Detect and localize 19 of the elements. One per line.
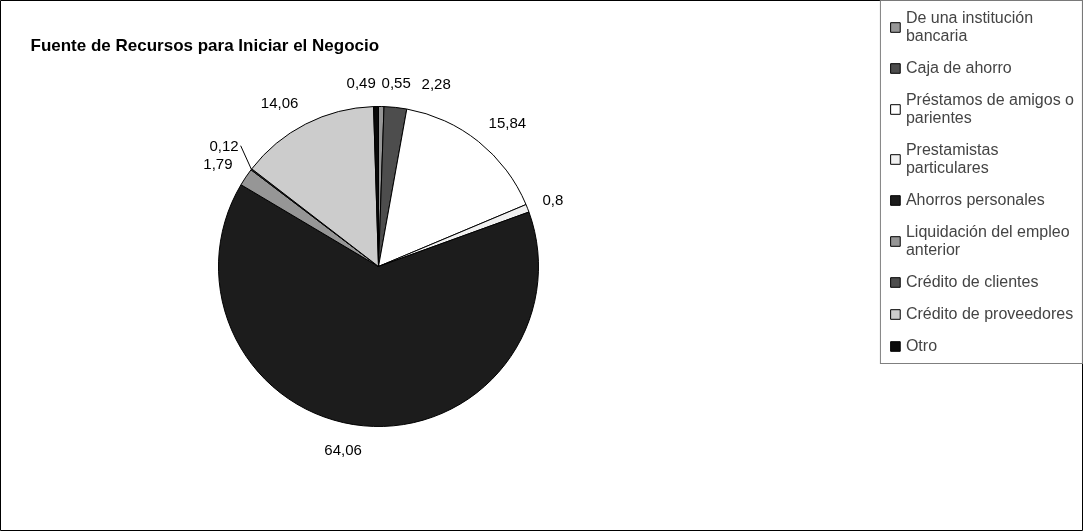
data-label: 14,06 <box>260 93 299 111</box>
data-label: 2,28 <box>421 74 451 92</box>
data-label: 0,55 <box>381 73 411 91</box>
data-label: 0,12 <box>209 136 239 154</box>
data-label: 1,79 <box>203 154 233 172</box>
legend-label: Liquidación del empleo anterior <box>905 223 1070 259</box>
data-label: 64,06 <box>324 440 362 458</box>
legend-label: Préstamos de amigos o parientes <box>905 91 1074 127</box>
legend-label: Prestamistas particulares <box>905 141 999 177</box>
legend-label: Otro <box>905 337 938 355</box>
text: Fuente de Recursos para Iniciar el Negocio <box>30 36 380 55</box>
data-label: 0,49 <box>346 73 376 91</box>
legend-label: Crédito de proveedores <box>905 305 1074 323</box>
data-label: 15,84 <box>488 113 527 131</box>
data-label: 0,8 <box>542 190 564 208</box>
legend-label: De una institución bancaria <box>905 9 1034 45</box>
legend-label: Crédito de clientes <box>905 273 1039 291</box>
legend-label: Ahorros personales <box>905 191 1045 209</box>
legend-label: Caja de ahorro <box>905 59 1012 77</box>
